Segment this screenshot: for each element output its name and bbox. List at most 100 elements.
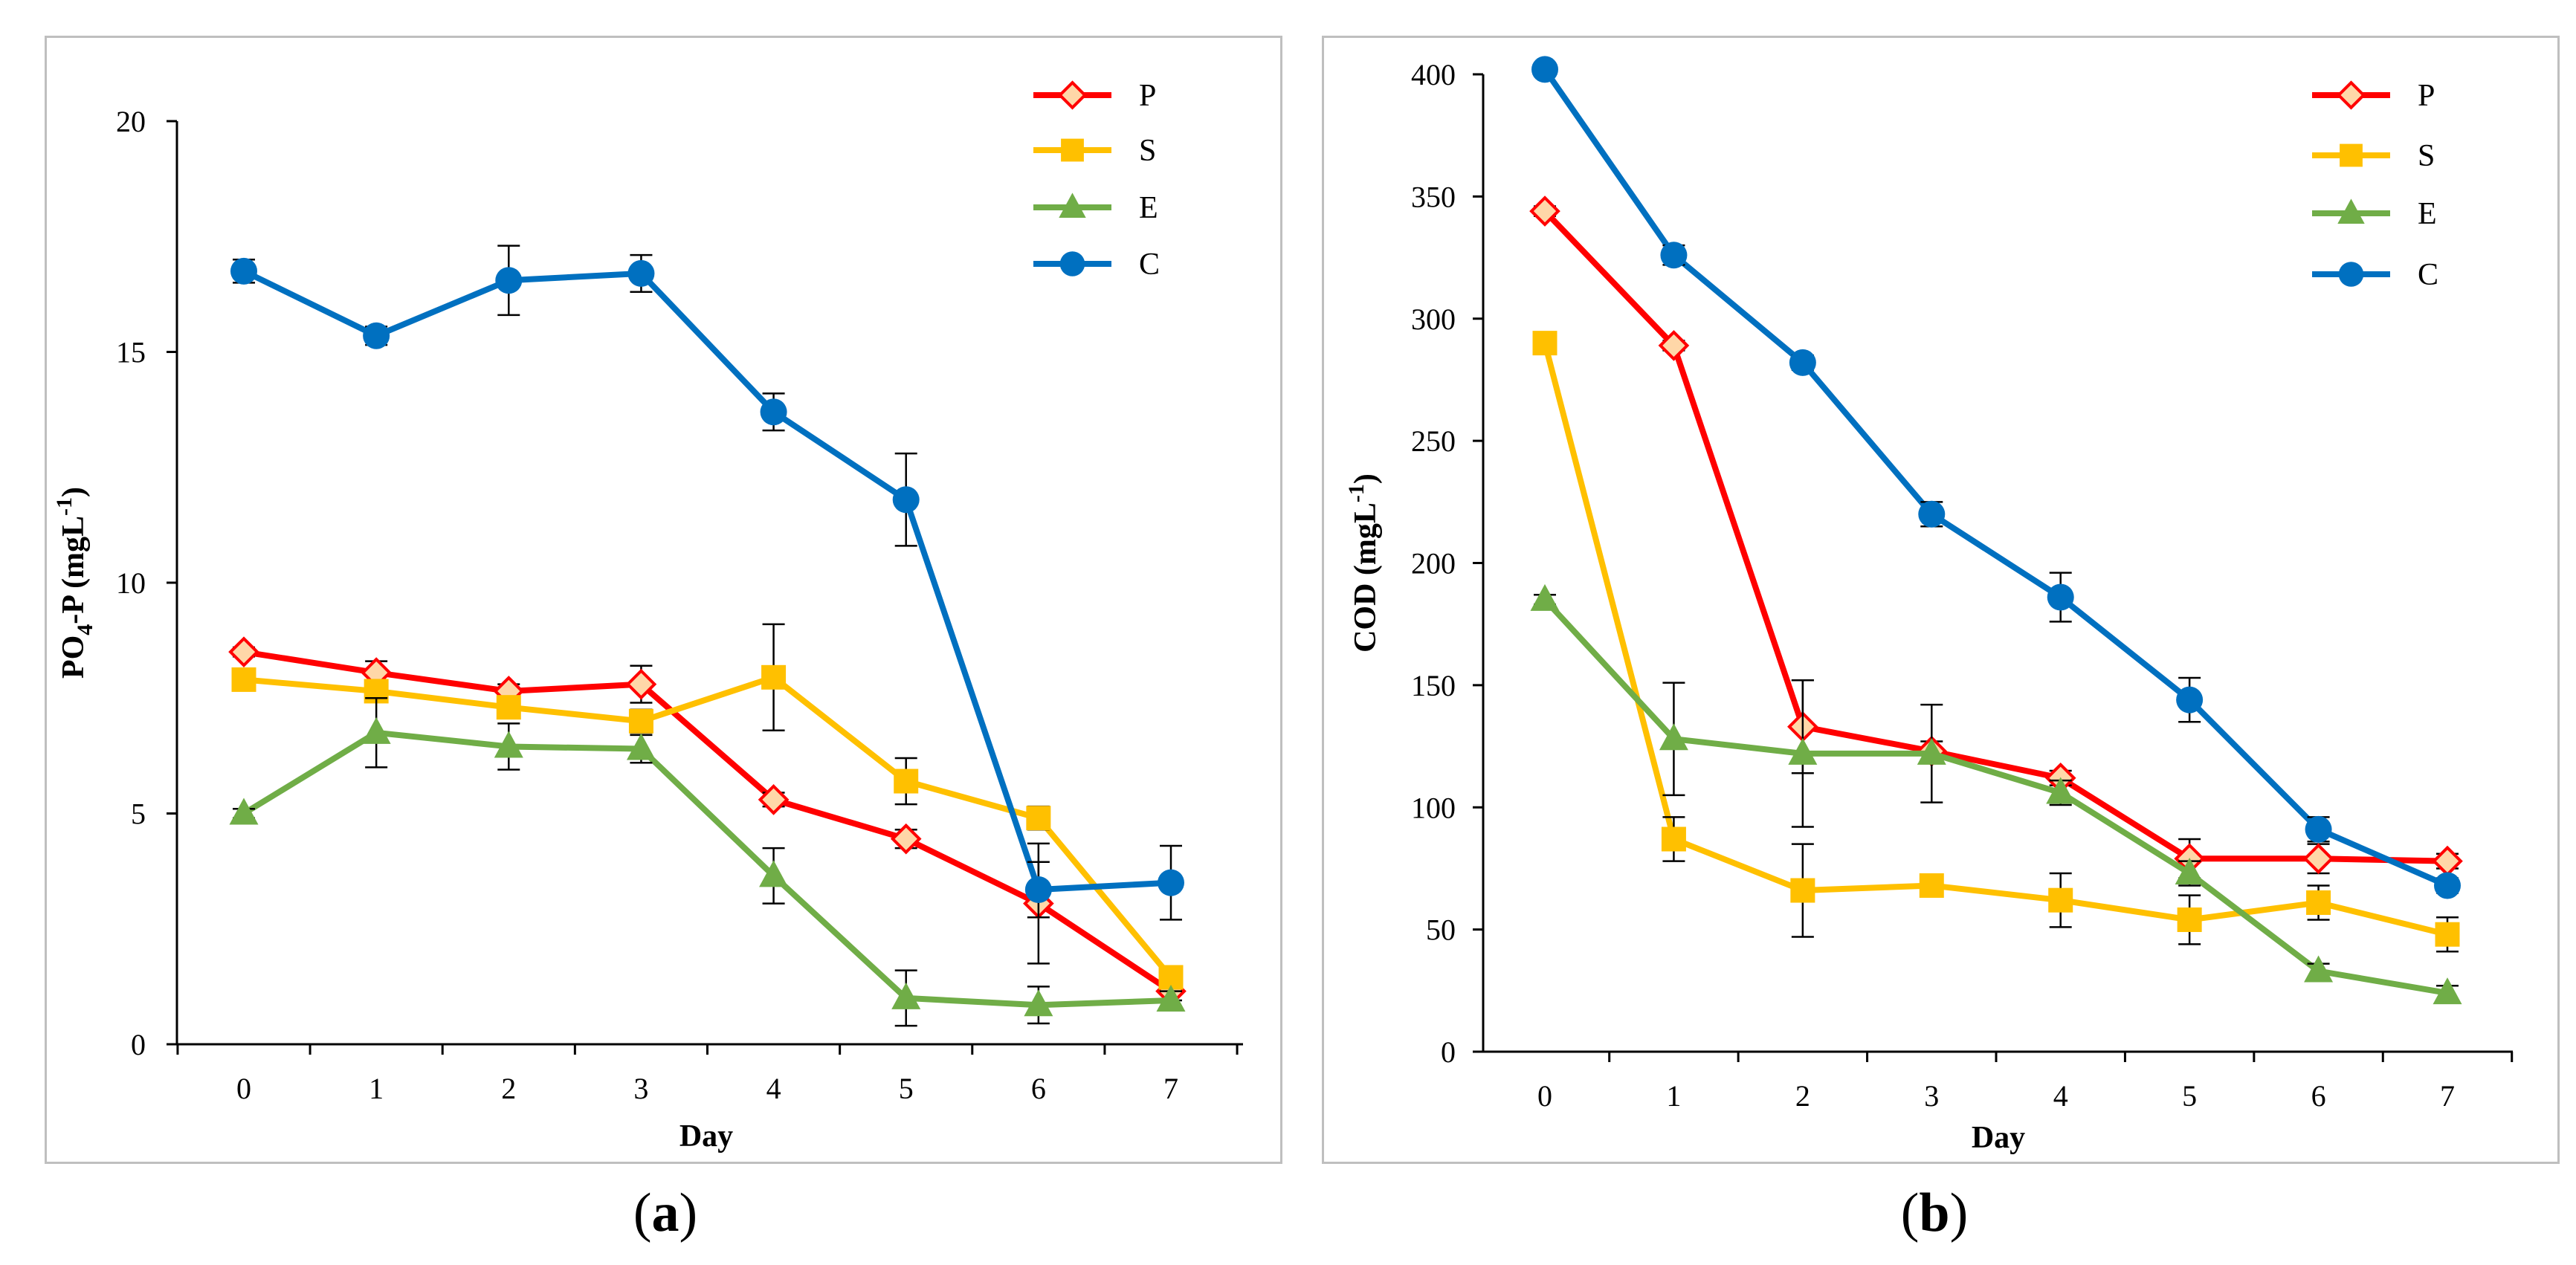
panel-b-caption-open: (	[1900, 1182, 1920, 1243]
chart-b-series-C	[1531, 56, 2461, 899]
chart-a-point-S	[231, 667, 256, 692]
chart-a-y-title-sup: -1	[52, 497, 77, 516]
chart-b-plot: 0 50 100 150 200 250 300 350 400 0 1 2 3 4 5 6 7 Day COD (…	[1344, 56, 2514, 1155]
chart-b-point-S	[1919, 873, 1944, 898]
chart-a-line-E	[242, 729, 1172, 1009]
chart-b-y-axis-title: COD (mgL-1)	[1344, 473, 1383, 653]
chart-b-point-S	[2048, 887, 2073, 913]
chart-b-legend-marker-C	[2338, 262, 2364, 287]
chart-a-y-title-mid: -P (mgL	[57, 516, 91, 624]
panel-a-frame	[45, 36, 1282, 1164]
chart-b-y-title-sup: -1	[1344, 484, 1369, 502]
chart-a-point-E	[229, 798, 259, 825]
chart-a-legend-label-S: S	[1139, 134, 1156, 168]
chart-b-y-tick-label: 100	[1411, 791, 1456, 824]
chart-a-x-tick-label: 3	[633, 1072, 648, 1105]
chart-a-point-P	[758, 784, 790, 815]
chart-a-series-E	[229, 697, 1186, 1027]
chart-a-point-E	[759, 860, 789, 887]
chart-a-y-tick-label: 20	[116, 105, 146, 138]
chart-b-point-E	[1659, 723, 1688, 751]
chart-a-point-P	[625, 668, 657, 700]
chart-b-point-S	[2435, 922, 2460, 947]
chart-a-legend-marker-P	[1057, 80, 1088, 110]
chart-b-x-tick-label: 7	[2440, 1079, 2455, 1113]
chart-b-point-S	[1661, 826, 1686, 852]
chart-b-y-title-mid: (mgL	[1349, 502, 1383, 583]
chart-b-point-E	[1788, 737, 1818, 765]
chart-a-y-axis-title: PO4-P (mgL-1)	[52, 487, 97, 679]
chart-b-point-E	[1917, 737, 1946, 765]
chart-b-point-C	[1918, 500, 1946, 528]
chart-b-line-E	[1543, 598, 2448, 997]
chart-a-legend-label-C: C	[1139, 248, 1160, 282]
chart-b-legend-label-S: S	[2418, 139, 2435, 173]
chart-a-y-title-main: PO	[57, 635, 91, 679]
chart-a-point-C	[892, 486, 920, 514]
chart-b-legend-marker-S	[2340, 143, 2363, 167]
chart-a-point-E	[626, 733, 656, 760]
panel-a-caption-label: a	[651, 1182, 679, 1243]
chart-a-x-tick-label: 1	[369, 1072, 384, 1105]
chart-b-y-tick-label: 250	[1411, 424, 1456, 458]
chart-b-point-S	[1790, 878, 1815, 903]
chart-a-legend-label-E: E	[1139, 191, 1158, 225]
chart-a-point-C	[363, 322, 390, 349]
chart-a-x-tick-label: 6	[1031, 1072, 1046, 1105]
chart-b-point-C	[2047, 583, 2074, 611]
chart-b-legend-marker-E	[2337, 198, 2365, 224]
chart-b-series-E	[1530, 583, 2462, 1005]
chart-b-legend-label-P: P	[2418, 79, 2435, 113]
chart-a-point-P	[228, 636, 259, 667]
chart-a-point-E	[494, 731, 523, 758]
chart-a-y-title-end: )	[57, 487, 91, 497]
chart-a-x-tick-label: 0	[236, 1072, 251, 1105]
chart-a-x-tick-label: 4	[766, 1072, 781, 1105]
panel-a-caption: (a)	[554, 1182, 777, 1245]
chart-a-series-S	[231, 623, 1184, 990]
chart-b-legend-marker-P	[2336, 80, 2366, 110]
chart-a-point-C	[760, 398, 787, 426]
chart-b-point-C	[2305, 815, 2332, 843]
chart-b-x-tick-label: 1	[1666, 1079, 1681, 1113]
chart-b-series-S	[1532, 331, 2460, 953]
chart-a-y-tick-label: 5	[131, 798, 146, 831]
chart-a-y-title-sub: 4	[73, 624, 97, 635]
chart-a-point-C	[627, 259, 655, 287]
chart-b-point-P	[2432, 845, 2463, 877]
chart-a-point-S	[496, 695, 521, 720]
chart-b-x-tick-label: 2	[1795, 1079, 1810, 1113]
chart-a-line-C	[242, 268, 1172, 893]
chart-b-point-E	[2175, 858, 2204, 885]
chart-b-legend-label-E: E	[2418, 197, 2437, 231]
chart-b-y-tick-label: 350	[1411, 180, 1456, 213]
chart-b-point-P	[2302, 843, 2334, 875]
chart-a-point-E	[361, 716, 391, 744]
chart-a-y-tick-label: 10	[116, 566, 146, 600]
chart-b-point-E	[2304, 955, 2334, 983]
chart-b-line-S	[1542, 342, 2448, 938]
chart-b-x-tick-label: 3	[1924, 1079, 1939, 1113]
chart-b-y-title-end: )	[1349, 473, 1383, 484]
panel-b-caption-close: )	[1949, 1182, 1969, 1243]
chart-b-x-tick-label: 4	[2053, 1079, 2068, 1113]
chart-a-x-tick-label: 7	[1163, 1072, 1178, 1105]
chart-a-line-S	[243, 674, 1174, 980]
chart-b-x-tick-label: 6	[2311, 1079, 2326, 1113]
chart-a-point-E	[891, 982, 921, 1009]
panel-a-caption-close: )	[679, 1182, 698, 1243]
chart-b-point-P	[1658, 330, 1690, 361]
panel-b-caption-label: b	[1919, 1182, 1950, 1243]
chart-a-point-S	[761, 664, 787, 690]
panel-a-caption-open: (	[633, 1182, 652, 1243]
chart-b-point-E	[1530, 583, 1560, 611]
chart-b-point-C	[1789, 349, 1816, 376]
chart-b-point-E	[2046, 777, 2076, 804]
chart-a-legend-label-P: P	[1139, 79, 1156, 113]
chart-b-y-tick-label: 300	[1411, 302, 1456, 336]
chart-a-legend-marker-E	[1059, 192, 1086, 218]
chart-b-point-P	[1529, 195, 1560, 227]
chart-a-point-C	[495, 267, 523, 294]
